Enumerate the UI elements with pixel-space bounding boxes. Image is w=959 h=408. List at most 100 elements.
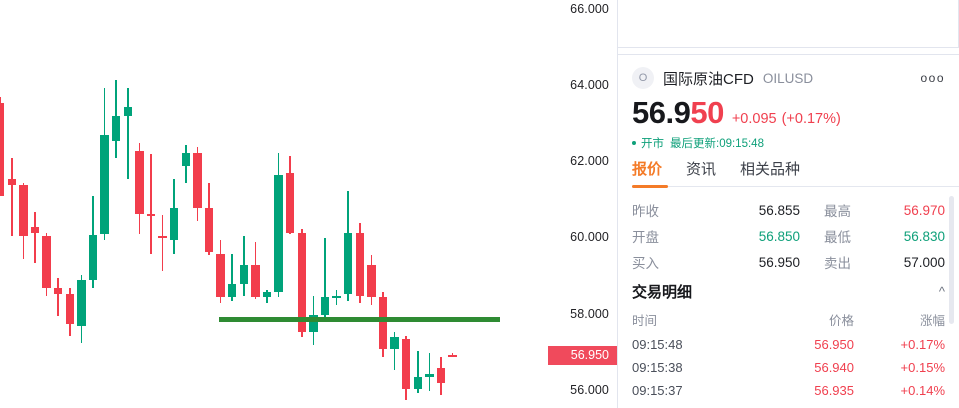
axis-tick-label: 58.000: [570, 306, 609, 321]
candle-body: [135, 150, 144, 214]
tabs-divider: [668, 186, 959, 187]
axis-tick-label: 62.000: [570, 154, 609, 169]
table-row: 昨收 56.855 最高 56.970: [632, 197, 945, 223]
candle-body: [355, 232, 364, 296]
price-fraction-part: 50: [690, 95, 724, 130]
quote-stats-table: 昨收 56.855 最高 56.970 开盘 56.850 最低 56.830 …: [618, 197, 959, 275]
chevron-up-icon[interactable]: ^: [938, 284, 945, 299]
candle-body: [30, 226, 40, 233]
upper-panel: [617, 0, 959, 48]
trade-price: 56.950: [814, 337, 854, 352]
trade-change: +0.14%: [900, 383, 945, 398]
candle-wick: [127, 87, 129, 180]
candle-body: [100, 135, 109, 235]
candle-body: [297, 232, 306, 332]
trade-change: +0.15%: [900, 360, 945, 375]
panel-scrollbar[interactable]: [949, 196, 954, 324]
more-options-icon[interactable]: ooo: [920, 71, 945, 85]
candle-body: [239, 265, 248, 285]
candle-body: [344, 232, 353, 294]
candle-wick: [231, 253, 233, 302]
candle-body: [216, 253, 225, 298]
candle-body: [378, 297, 388, 349]
table-row: 09:15:48 56.950 +0.17%: [632, 333, 945, 356]
support-trendline[interactable]: [219, 317, 500, 323]
stat-label-prev-close: 昨收: [632, 204, 659, 219]
table-row: 开盘 56.850 最低 56.830: [632, 223, 945, 249]
last-update-label: 最后更新:09:15:48: [670, 138, 764, 150]
candle-body: [390, 337, 399, 349]
trade-price: 56.940: [814, 360, 854, 375]
candle-body: [320, 297, 330, 315]
stat-label-bid: 买入: [632, 256, 659, 271]
active-tab-underline: [632, 185, 668, 188]
candle-body: [54, 287, 63, 294]
candlestick-series: [0, 80, 457, 401]
instrument-name: 国际原油CFD: [663, 70, 754, 88]
price-chart[interactable]: [0, 0, 548, 408]
instrument-logo: O: [632, 67, 654, 89]
stat-value-open: 56.850: [758, 228, 800, 244]
candle-body: [77, 280, 86, 326]
trade-detail-title: 交易明细: [632, 284, 693, 301]
candle-body: [158, 236, 167, 239]
column-header-change: 涨幅: [919, 314, 945, 328]
price-change-absolute: +0.095: [731, 111, 777, 127]
stat-value-high: 56.970: [903, 202, 945, 218]
status-dot-icon: [632, 141, 636, 145]
trade-time: 09:15:37: [632, 383, 683, 398]
stat-value-prev-close: 56.855: [758, 202, 800, 218]
table-row: 09:15:37 56.935 +0.14%: [632, 379, 945, 402]
tab-quotes[interactable]: 报价: [632, 161, 663, 178]
trade-price: 56.935: [814, 383, 854, 398]
quote-panel: O 国际原油CFD OILUSD ooo 56.9 50 +0.095 (+0.1…: [617, 54, 959, 408]
candle-body: [367, 265, 376, 298]
candle-wick: [150, 154, 152, 254]
trade-time: 09:15:38: [632, 360, 683, 375]
quote-tabs: 报价 资讯 相关品种: [618, 158, 959, 190]
axis-tick-label: 64.000: [570, 77, 609, 92]
candle-wick: [161, 215, 164, 271]
candle-wick: [34, 211, 36, 264]
candle-body: [170, 207, 179, 241]
candle-body: [0, 102, 5, 197]
column-header-time: 时间: [632, 314, 658, 328]
candle-body: [413, 377, 422, 389]
last-price-row: 56.9 50 +0.095 (+0.17%): [632, 95, 841, 131]
candle-body: [274, 175, 283, 292]
candle-body: [112, 116, 121, 142]
stat-value-ask: 57.000: [903, 254, 945, 270]
stat-value-low: 56.830: [903, 228, 945, 244]
candle-body: [65, 293, 74, 325]
axis-tick-label: 56.000: [570, 382, 609, 397]
axis-tick-label: 66.000: [570, 1, 609, 16]
stat-value-bid: 56.950: [758, 254, 800, 270]
price-change-percent: (+0.17%): [781, 111, 841, 127]
candle-body: [436, 367, 446, 384]
tab-news[interactable]: 资讯: [686, 161, 717, 178]
candle-wick: [324, 238, 326, 319]
column-header-price: 价格: [828, 314, 854, 328]
trade-detail-columns: 时间 价格 涨幅: [632, 310, 945, 329]
candle-body: [448, 354, 457, 357]
candle-body: [7, 179, 16, 185]
axis-tick-label: 60.000: [570, 230, 609, 245]
price-axis[interactable]: 66.000 64.000 62.000 60.000 58.000 56.000 56.9…: [548, 0, 618, 408]
trade-change: +0.13%: [854, 406, 945, 408]
trade-detail-rows: 09:15:48 56.950 +0.17% 09:15:38 56.940 +0.15%…: [632, 333, 945, 408]
market-status-label: 开市: [641, 138, 664, 150]
trade-detail-header: 交易明细 ^: [632, 281, 945, 302]
candle-body: [286, 173, 295, 233]
table-row: 买入 56.950 卖出 57.000: [632, 249, 945, 275]
candle-body: [228, 284, 237, 298]
candle-wick: [393, 331, 396, 370]
stat-label-ask: 卖出: [824, 256, 851, 271]
tab-related[interactable]: 相关品种: [740, 161, 801, 178]
table-row: 09:15:38 56.940 +0.15%: [632, 356, 945, 379]
stat-label-low: 最低: [824, 230, 851, 245]
stat-label-open: 开盘: [632, 230, 659, 245]
candle-wick: [11, 158, 13, 237]
market-status-row: 开市 最后更新:09:15:48: [632, 135, 764, 151]
candle-body: [332, 295, 341, 298]
candle-wick: [428, 352, 431, 391]
